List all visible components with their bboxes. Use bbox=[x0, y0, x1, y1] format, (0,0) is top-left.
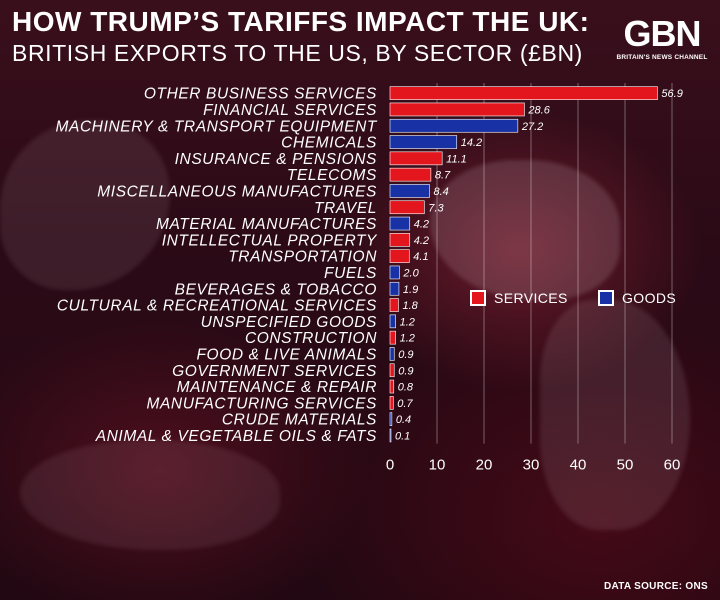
bar bbox=[389, 330, 396, 345]
category-label: CONSTRUCTION bbox=[245, 330, 377, 347]
chart-subtitle: BRITISH EXPORTS TO THE US, BY SECTOR (£B… bbox=[12, 40, 583, 66]
category-label: MACHINERY & TRANSPORT EQUIPMENT bbox=[56, 118, 378, 135]
value-label: 4.2 bbox=[414, 235, 429, 247]
bar bbox=[389, 396, 394, 410]
category-label: MATERIAL MANUFACTURES bbox=[156, 216, 377, 233]
value-label: 0.4 bbox=[396, 414, 411, 426]
map-silhouette bbox=[540, 300, 690, 530]
bar bbox=[389, 265, 400, 280]
bar bbox=[389, 216, 411, 231]
bar bbox=[389, 412, 393, 426]
x-tick-label: 0 bbox=[386, 457, 394, 474]
x-tick-label: 40 bbox=[570, 457, 587, 474]
category-label: FINANCIAL SERVICES bbox=[203, 102, 377, 119]
legend-swatch-services bbox=[470, 290, 486, 306]
category-label: ANIMAL & VEGETABLE OILS & FATS bbox=[95, 428, 377, 445]
bar bbox=[389, 200, 425, 215]
bar bbox=[389, 167, 432, 182]
category-label: CULTURAL & RECREATIONAL SERVICES bbox=[57, 298, 377, 315]
category-label: FUELS bbox=[324, 265, 377, 282]
value-label: 1.2 bbox=[400, 333, 415, 345]
value-label: 0.9 bbox=[398, 349, 413, 361]
legend-label-services: SERVICES bbox=[494, 290, 568, 306]
category-label: FOOD & LIVE ANIMALS bbox=[196, 346, 377, 363]
bar bbox=[389, 118, 519, 133]
category-label: BEVERAGES & TOBACCO bbox=[175, 281, 377, 298]
legend-goods: GOODS bbox=[598, 290, 676, 306]
chart-title: HOW TRUMP’S TARIFFS IMPACT THE UK: bbox=[12, 6, 590, 37]
x-tick-label: 60 bbox=[664, 457, 681, 474]
bar bbox=[389, 298, 399, 312]
bar bbox=[389, 233, 411, 247]
bar bbox=[389, 314, 396, 329]
bar bbox=[389, 151, 443, 166]
value-label: 0.1 bbox=[395, 430, 410, 442]
value-label: 56.9 bbox=[661, 88, 682, 100]
category-label: INTELLECTUAL PROPERTY bbox=[162, 232, 378, 249]
x-tick-label: 10 bbox=[429, 457, 446, 474]
value-label: 8.7 bbox=[435, 170, 451, 182]
x-tick-label: 50 bbox=[617, 457, 634, 474]
x-tick-label: 30 bbox=[523, 457, 540, 474]
value-label: 28.6 bbox=[527, 104, 550, 116]
value-label: 0.9 bbox=[398, 365, 413, 377]
category-label: CRUDE MATERIALS bbox=[222, 412, 377, 429]
data-source: DATA SOURCE: ONS bbox=[603, 581, 708, 592]
bar bbox=[389, 102, 525, 117]
bar bbox=[389, 135, 458, 149]
bar bbox=[389, 347, 395, 361]
value-label: 1.2 bbox=[400, 316, 415, 328]
value-label: 0.8 bbox=[398, 382, 414, 394]
category-label: MISCELLANEOUS MANUFACTURES bbox=[97, 183, 377, 200]
value-label: 1.9 bbox=[403, 284, 418, 296]
value-label: 7.3 bbox=[428, 202, 444, 214]
value-label: 4.2 bbox=[414, 219, 429, 231]
value-label: 4.1 bbox=[413, 251, 428, 263]
category-label: TRAVEL bbox=[314, 200, 377, 217]
logo-subtitle: BRITAIN'S NEWS CHANNEL bbox=[616, 54, 708, 61]
logo-mark: GBN bbox=[623, 13, 702, 54]
category-label: INSURANCE & PENSIONS bbox=[175, 151, 377, 168]
legend-swatch-goods bbox=[598, 290, 614, 306]
bar bbox=[389, 184, 430, 198]
bar bbox=[389, 363, 395, 378]
bar bbox=[389, 428, 392, 443]
gbn-logo: GBN BRITAIN'S NEWS CHANNEL bbox=[612, 13, 712, 62]
legend-services: SERVICES bbox=[470, 290, 568, 306]
category-label: UNSPECIFIED GOODS bbox=[201, 314, 377, 331]
value-label: 2.0 bbox=[402, 267, 419, 279]
legend-label-goods: GOODS bbox=[622, 290, 677, 306]
value-label: 14.2 bbox=[461, 137, 482, 149]
value-label: 27.2 bbox=[521, 121, 543, 133]
value-label: 1.8 bbox=[402, 300, 418, 312]
bar bbox=[389, 86, 658, 100]
category-label: CHEMICALS bbox=[281, 135, 377, 152]
map-silhouette bbox=[20, 440, 280, 550]
category-label: TELECOMS bbox=[287, 167, 377, 184]
map-silhouette bbox=[430, 160, 620, 300]
category-label: MAINTENANCE & REPAIR bbox=[177, 379, 377, 396]
category-label: TRANSPORTATION bbox=[228, 249, 377, 266]
value-label: 8.4 bbox=[433, 186, 448, 198]
category-label: OTHER BUSINESS SERVICES bbox=[144, 86, 377, 103]
value-label: 11.1 bbox=[446, 153, 467, 165]
bar bbox=[389, 379, 395, 394]
category-label: GOVERNMENT SERVICES bbox=[172, 363, 377, 380]
bar bbox=[389, 249, 410, 263]
value-label: 0.7 bbox=[397, 398, 413, 410]
bar bbox=[389, 281, 400, 296]
x-tick-label: 20 bbox=[476, 457, 493, 474]
category-label: MANUFACTURING SERVICES bbox=[146, 395, 377, 412]
